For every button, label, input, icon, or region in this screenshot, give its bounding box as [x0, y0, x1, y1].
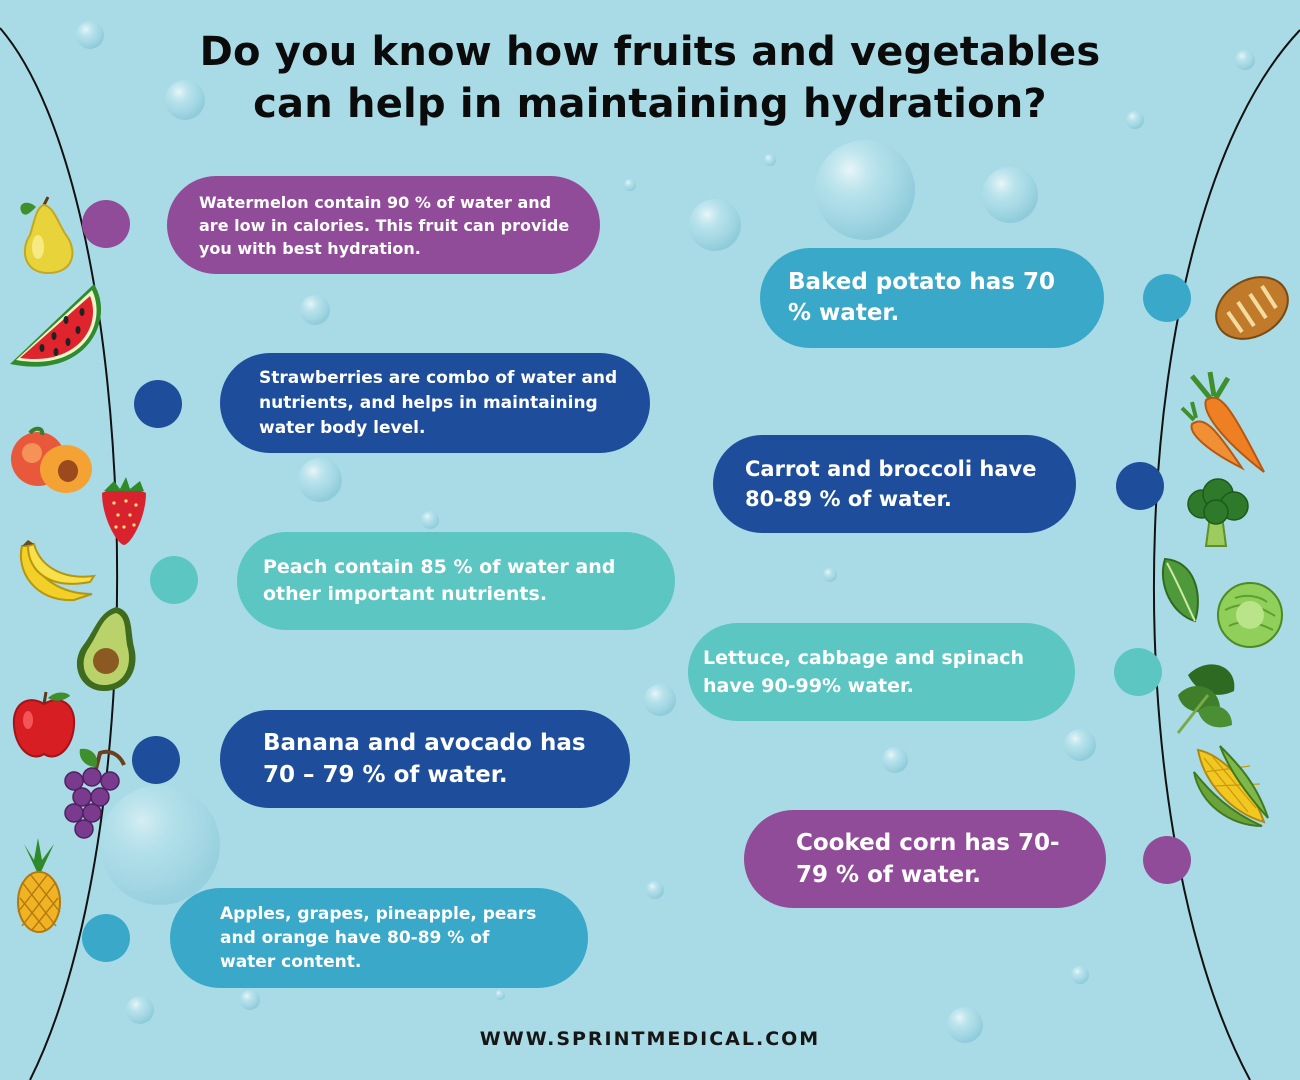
title-line-1: Do you know how fruits and vegetables: [199, 29, 1101, 75]
fact-card-apples-grapes: Apples, grapes, pineapple, pears and ora…: [170, 888, 588, 988]
avocado-icon: [76, 607, 136, 691]
fact-text-peach: Peach contain 85 % of water and other im…: [263, 556, 616, 605]
timeline-dot: [1116, 462, 1164, 510]
watermelon-icon: [10, 284, 102, 367]
apple-icon: [12, 691, 76, 758]
fact-text-carrot-broccoli: Carrot and broccoli have 80-89 % of wate…: [745, 457, 1037, 511]
fact-text-corn: Cooked corn has 70-79 % of water.: [796, 830, 1060, 888]
fact-card-banana-avocado: Banana and avocado has 70 – 79 % of wate…: [220, 710, 630, 808]
cabbage-icon: [1217, 582, 1283, 648]
broccoli-icon: [1187, 478, 1249, 547]
pear-icon: [20, 196, 74, 275]
fact-text-strawberry: Strawberries are combo of water and nutr…: [259, 367, 618, 438]
page-title: Do you know how fruits and vegetables ca…: [100, 26, 1200, 130]
timeline-dot: [1114, 648, 1162, 696]
strawberry-icon: [102, 477, 146, 545]
timeline-dot: [134, 380, 182, 428]
spinach-icon: [1176, 664, 1235, 734]
fact-card-corn: Cooked corn has 70-79 % of water.: [744, 810, 1106, 908]
spinach-leaf-icon: [1161, 557, 1199, 623]
fact-text-apples-grapes: Apples, grapes, pineapple, pears and ora…: [220, 904, 537, 972]
peach-icon: [11, 426, 92, 493]
timeline-dot: [150, 556, 198, 604]
fact-text-watermelon: Watermelon contain 90 % of water and are…: [199, 192, 570, 258]
fact-card-potato: Baked potato has 70 % water.: [760, 248, 1104, 348]
fact-text-banana-avocado: Banana and avocado has 70 – 79 % of wate…: [263, 730, 586, 788]
fact-card-carrot-broccoli: Carrot and broccoli have 80-89 % of wate…: [713, 435, 1076, 533]
fact-text-lettuce-cabbage: Lettuce, cabbage and spinach have 90-99%…: [703, 647, 1024, 697]
grapes-icon: [64, 748, 126, 839]
fact-card-watermelon: Watermelon contain 90 % of water and are…: [167, 176, 600, 274]
corn-icon: [1193, 745, 1269, 827]
fact-card-lettuce-cabbage: Lettuce, cabbage and spinach have 90-99%…: [688, 623, 1075, 721]
timeline-dot: [132, 736, 180, 784]
fact-text-potato: Baked potato has 70 % water.: [788, 269, 1055, 326]
fact-card-strawberry: Strawberries are combo of water and nutr…: [220, 353, 650, 453]
timeline-dot: [82, 914, 130, 962]
footer-website: WWW.SPRINTMEDICAL.COM: [479, 1028, 821, 1050]
fact-card-peach: Peach contain 85 % of water and other im…: [237, 532, 675, 630]
carrot-icon: [1180, 371, 1265, 473]
timeline-dot: [82, 200, 130, 248]
timeline-dot: [1143, 836, 1191, 884]
timeline-dot: [1143, 274, 1191, 322]
title-line-2: can help in maintaining hydration?: [253, 81, 1047, 127]
banana-icon: [19, 540, 97, 602]
potato-icon: [1215, 276, 1289, 340]
pineapple-icon: [17, 838, 61, 933]
